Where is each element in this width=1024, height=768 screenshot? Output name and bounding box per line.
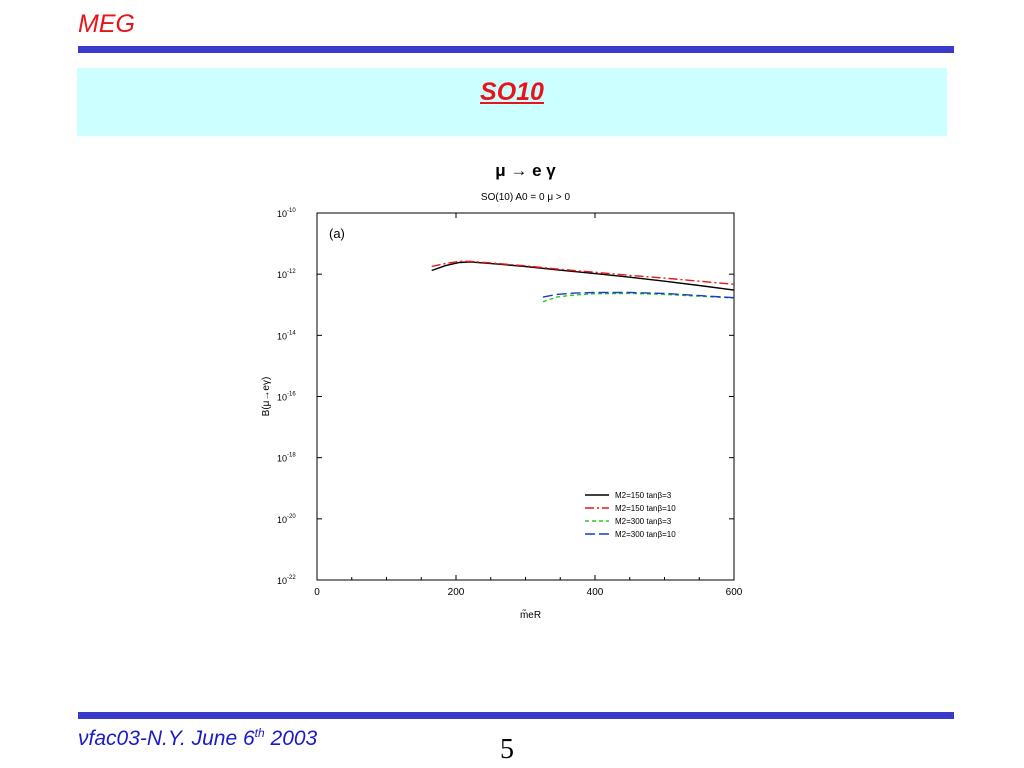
x-tick-label: 200 [448,587,465,598]
legend-label-4: M2=300 tanβ=10 [615,530,676,539]
footer-year: 2003 [264,727,318,750]
x-tick-label: 600 [726,587,743,598]
series-line-2 [431,260,735,285]
chart: μ → e γ SO(10) A0 = 0 μ > 0 (a) 0 200 400 600 1… [261,161,743,621]
nu-symbol: ν [78,727,89,750]
panel-label: (a) [329,226,345,241]
y-tick-label: 10-12 [277,269,296,280]
page-number: 5 [500,734,514,765]
footer-rule [78,712,954,719]
x-tick-label: 0 [314,587,320,598]
y-tick-label: 10-10 [277,208,296,219]
footer-event-text: fac03-N.Y. June 6 [88,727,255,750]
series-line-3 [542,292,735,303]
legend-label-2: M2=150 tanβ=10 [615,504,676,513]
x-tick-label: 400 [587,587,604,598]
chart-subtitle: SO(10) A0 = 0 μ > 0 [481,192,571,203]
y-tick-label: 10-14 [277,330,296,341]
y-tick-label: 10-22 [277,575,296,586]
legend-label-1: M2=150 tanβ=3 [615,491,672,500]
title-band: SO10 [77,68,947,136]
series-line-1 [431,261,735,291]
y-tick-label: 10-18 [277,453,296,464]
footer-sup: th [254,726,265,740]
plot-frame [316,212,735,581]
y-axis-label: B(μ→eγ) [261,377,272,417]
slide-title: SO10 [480,78,544,106]
footer-event: νfac03-N.Y. June 6th 2003 [78,726,317,751]
series-line-4 [542,291,735,299]
brand-label: MEG [78,10,135,38]
y-tick-label: 10-16 [277,392,296,403]
header-rule [78,46,954,53]
chart-title: μ → e γ [495,161,556,180]
y-tick-label: 10-20 [277,514,296,525]
x-axis-label: m̃eR [520,608,541,621]
legend-label-3: M2=300 tanβ=3 [615,517,672,526]
